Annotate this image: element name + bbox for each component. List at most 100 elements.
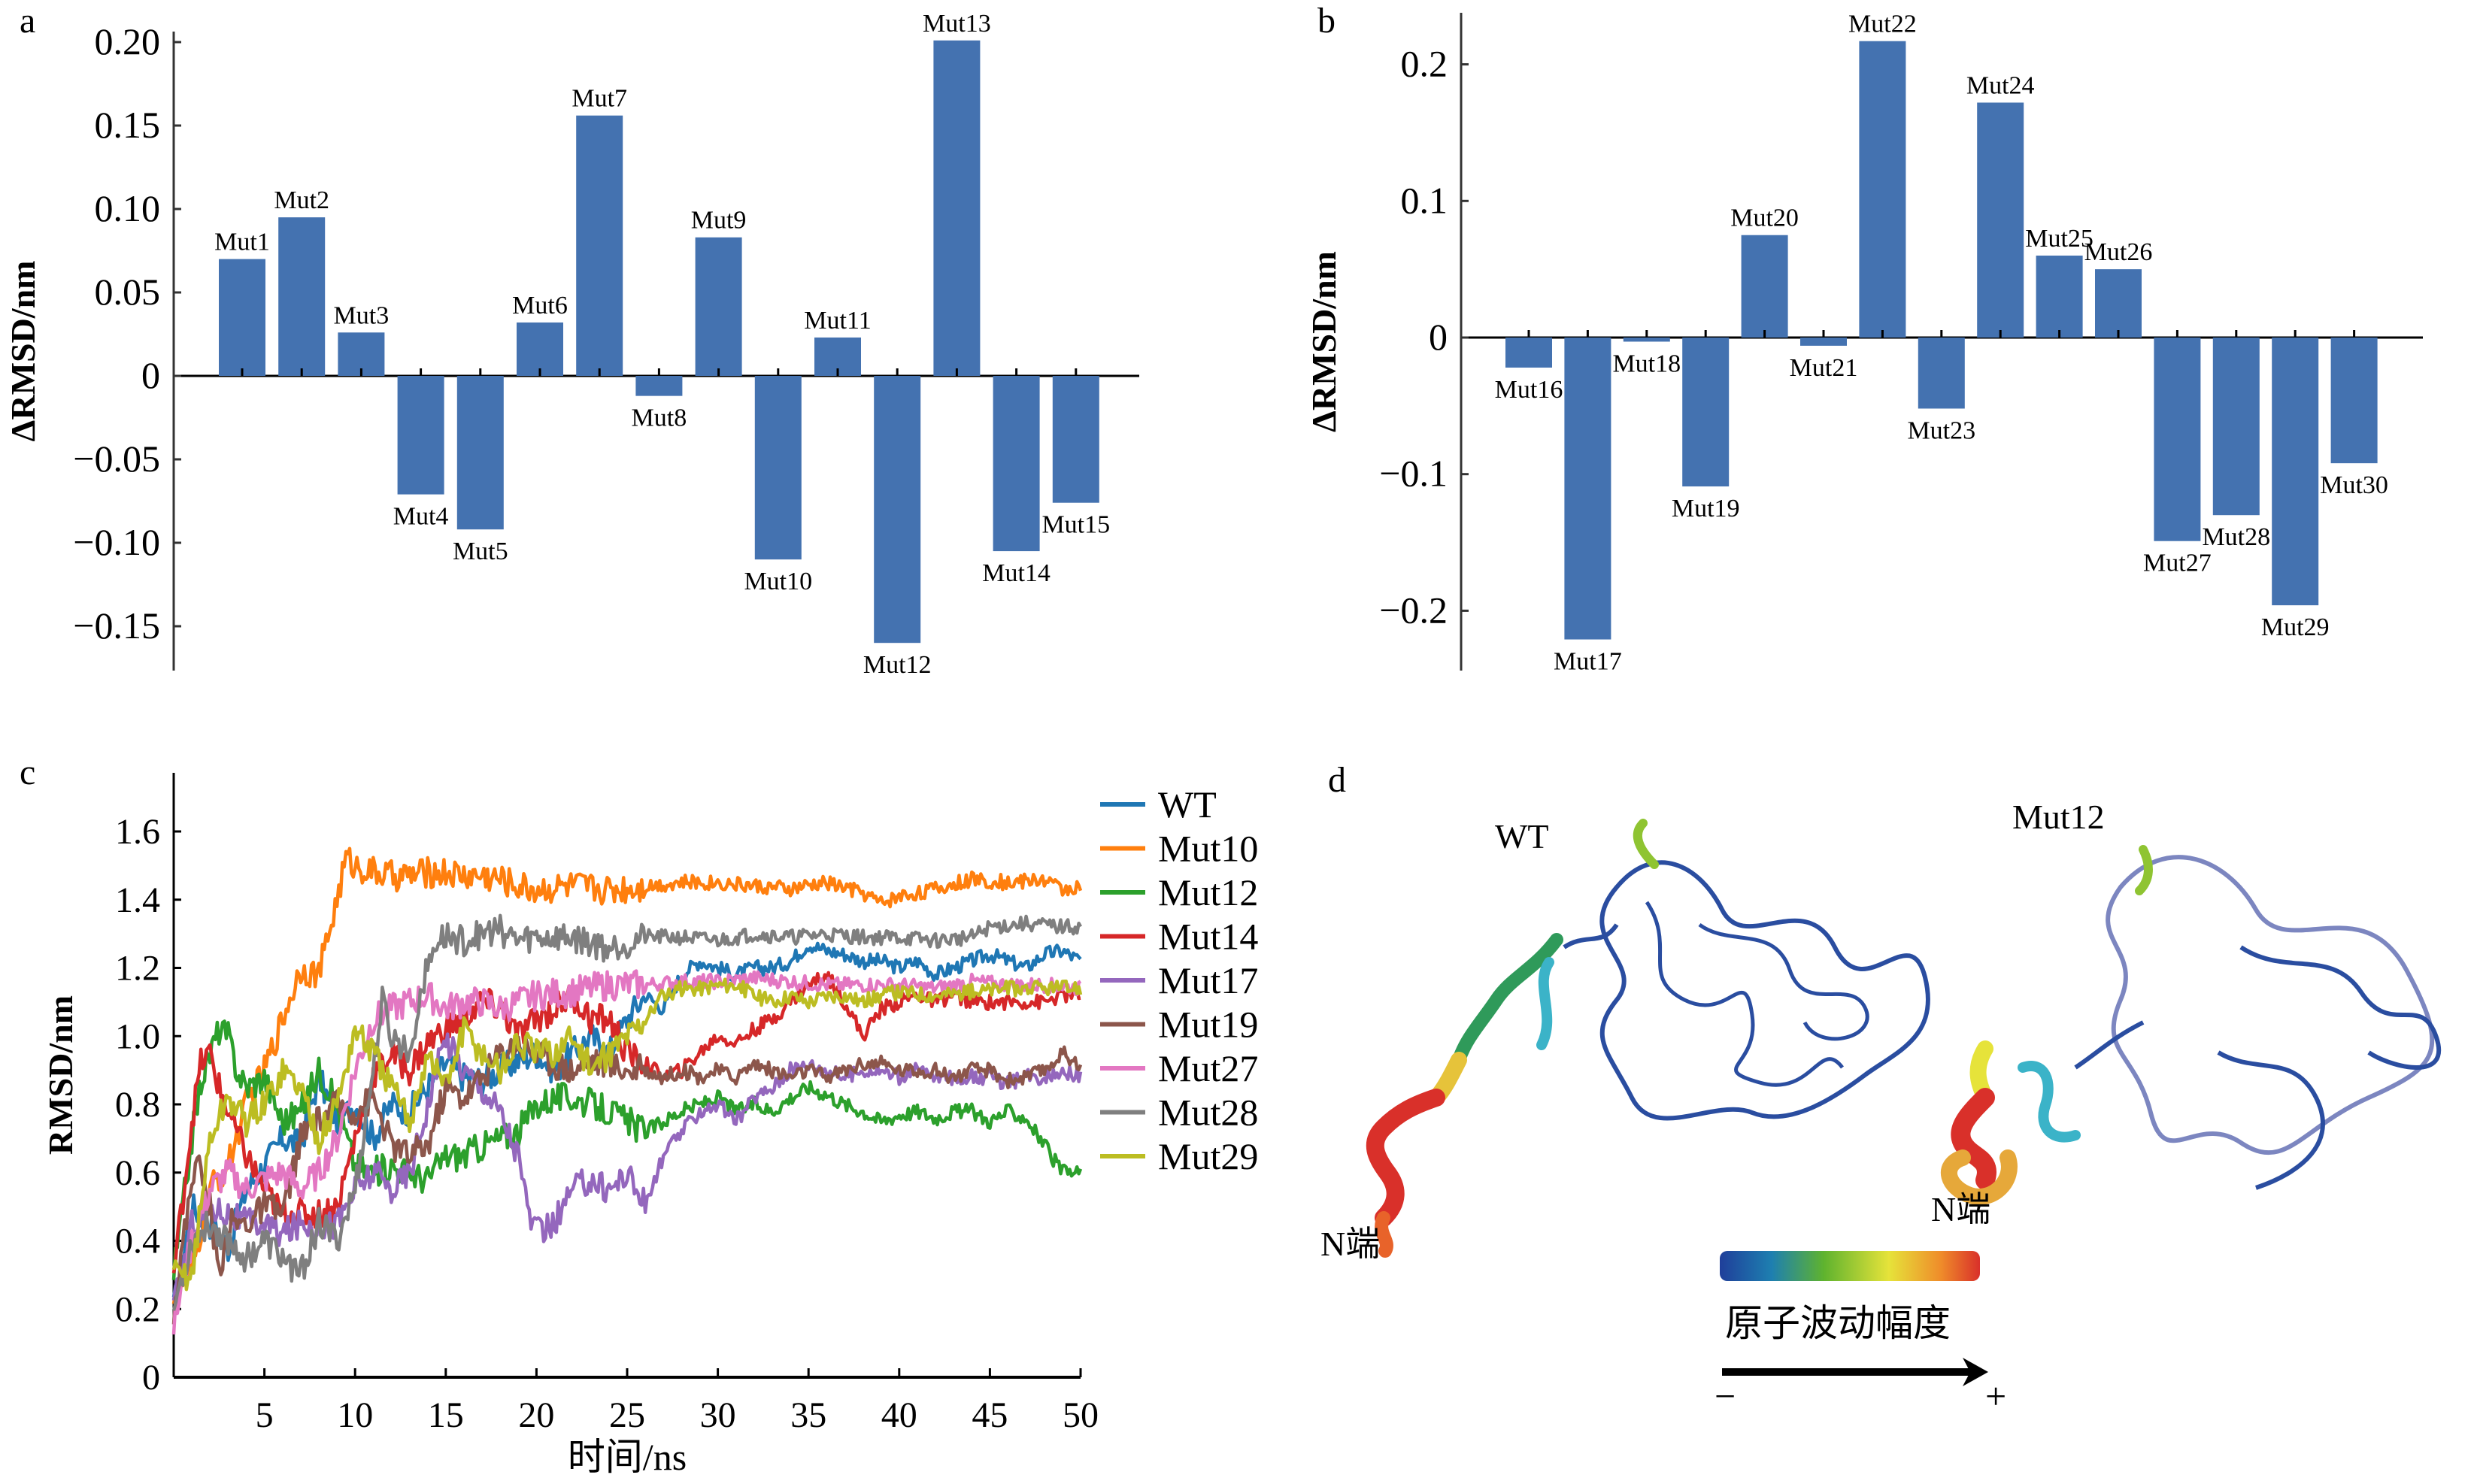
wt-backbone-inner-2 — [1698, 922, 1869, 1041]
legend-label: Mut27 — [1158, 1047, 1258, 1089]
bar — [1623, 338, 1670, 342]
x-tick-label: 10 — [337, 1395, 373, 1435]
bar-label: Mut27 — [2143, 550, 2212, 577]
bar — [2036, 255, 2083, 338]
y-axis-label: ΔRMSD/nm — [1305, 251, 1343, 432]
y-tick-label: 1.6 — [115, 812, 160, 852]
series-line-mut10 — [171, 846, 1083, 1304]
wt-nterm-red — [1366, 1089, 1445, 1227]
wt-backbone-inner — [1645, 901, 1844, 1087]
y-axis-label: RMSD/nm — [41, 995, 80, 1155]
wt-label: WT — [1495, 817, 1549, 856]
y-tick-label: 0 — [141, 354, 160, 396]
bar-label: Mut20 — [1730, 204, 1799, 232]
y-tick-label: 0 — [1429, 316, 1448, 358]
wt-backbone-outline — [1599, 860, 1930, 1121]
y-axis-label: ΔRMSD/nm — [4, 261, 42, 442]
bar-label: Mut13 — [923, 10, 991, 38]
y-tick-label: 0.4 — [115, 1222, 160, 1261]
colorbar-label: 原子波动幅度 — [1725, 1301, 1951, 1345]
bar — [2272, 338, 2319, 606]
series-line-mut28 — [171, 913, 1082, 1311]
bar — [1052, 376, 1099, 503]
y-tick-label: 0.10 — [95, 187, 161, 229]
x-tick-label: 35 — [790, 1395, 826, 1435]
wt-nterm-orange — [1375, 1211, 1393, 1258]
x-tick-label: 20 — [518, 1395, 554, 1435]
bar-label: Mut12 — [863, 651, 932, 679]
x-axis-label: 时间/ns — [568, 1436, 687, 1478]
wt-linker — [1563, 923, 1619, 949]
mut12-backbone-inner-2 — [2217, 1050, 2325, 1190]
bar-label: Mut5 — [453, 538, 508, 565]
wt-top-loop — [1633, 819, 1659, 869]
panel-label-c: c — [20, 753, 36, 792]
x-tick-label: 50 — [1063, 1395, 1099, 1435]
mut12-nterm-orange — [1940, 1149, 2018, 1205]
mut12-top-loop — [2135, 845, 2153, 895]
arrow-plus-label: + — [1985, 1375, 2007, 1417]
mut12-backbone-outline — [2106, 855, 2435, 1155]
legend-label: Mut28 — [1158, 1092, 1258, 1134]
bar — [933, 40, 981, 376]
y-tick-label: 0.2 — [1401, 43, 1448, 85]
bar — [695, 237, 742, 376]
bar-label: Mut4 — [393, 503, 449, 531]
x-tick-label: 40 — [881, 1395, 917, 1435]
bar-label: Mut19 — [1672, 495, 1740, 522]
legend: WTMut10Mut12Mut14Mut17Mut19Mut27Mut28Mut… — [1100, 783, 1258, 1177]
bar-label: Mut21 — [1790, 354, 1858, 382]
bar — [993, 376, 1040, 552]
bar-label: Mut24 — [1966, 71, 2035, 99]
legend-label: Mut12 — [1158, 871, 1258, 913]
mut12-nterm-cyan — [2018, 1061, 2081, 1143]
bar — [517, 322, 563, 376]
arrow-minus-label: − — [1715, 1375, 1736, 1417]
bar — [397, 376, 444, 495]
mut12-label: Mut12 — [2012, 798, 2105, 836]
y-tick-label: −0.10 — [73, 521, 160, 563]
bar-label: Mut22 — [1848, 11, 1917, 38]
legend-label: Mut17 — [1158, 959, 1258, 1001]
nterm-label-wt: N端 — [1320, 1225, 1381, 1263]
bar-label: Mut6 — [512, 292, 568, 320]
bar — [2095, 269, 2142, 338]
panel-label-b: b — [1317, 1, 1336, 41]
mut12-backbone-inner — [2239, 945, 2441, 1070]
bar — [456, 376, 504, 530]
panel-b-bar-chart: −0.2 −0.1 0 0.1 0.2 ΔRMSD/nm Mut16 Mut17 Mut18 Mu… — [1305, 11, 2423, 676]
y-tick-label: 0 — [142, 1358, 160, 1398]
panel-label-d: d — [1328, 760, 1346, 800]
colorbar — [1720, 1251, 1980, 1281]
bar — [1505, 338, 1552, 368]
x-tick-label: 5 — [256, 1395, 274, 1435]
bar-label: Mut14 — [982, 559, 1051, 587]
bar-label: Mut7 — [572, 85, 627, 113]
bar-label: Mut3 — [334, 301, 390, 329]
mut12-linker — [2074, 1020, 2145, 1070]
y-tick-label: 1.2 — [115, 949, 160, 989]
bar-label: Mut16 — [1495, 376, 1563, 404]
bar — [1564, 338, 1611, 640]
y-tick-label: −0.05 — [73, 438, 160, 480]
bar-label: Mut1 — [214, 229, 270, 256]
y-tick-label: 0.1 — [1401, 179, 1448, 221]
x-tick-label: 15 — [428, 1395, 464, 1435]
panel-c-line-chart: 0 0.2 0.4 0.6 0.8 1.0 1.2 1.4 1.6 5 10 15 20 25 30 35 40… — [41, 773, 1258, 1478]
legend-label: Mut14 — [1158, 916, 1258, 958]
bar — [219, 259, 265, 376]
y-tick-label: 1.0 — [115, 1016, 160, 1056]
series-line-mut12 — [171, 1019, 1083, 1280]
bar — [1682, 338, 1730, 487]
bar-label: Mut26 — [2084, 238, 2153, 266]
x-tick-label: 25 — [609, 1395, 645, 1435]
bar — [2154, 338, 2201, 541]
series-line-mut27 — [171, 969, 1082, 1335]
bar-label: Mut10 — [744, 568, 812, 595]
y-tick-label: 0.6 — [115, 1153, 160, 1193]
mut12-nterm-red — [1951, 1088, 1996, 1190]
bar-label: Mut15 — [1041, 511, 1110, 539]
bar — [2212, 338, 2260, 516]
y-tick-label: 0.05 — [95, 271, 161, 313]
bar — [1977, 102, 2024, 338]
